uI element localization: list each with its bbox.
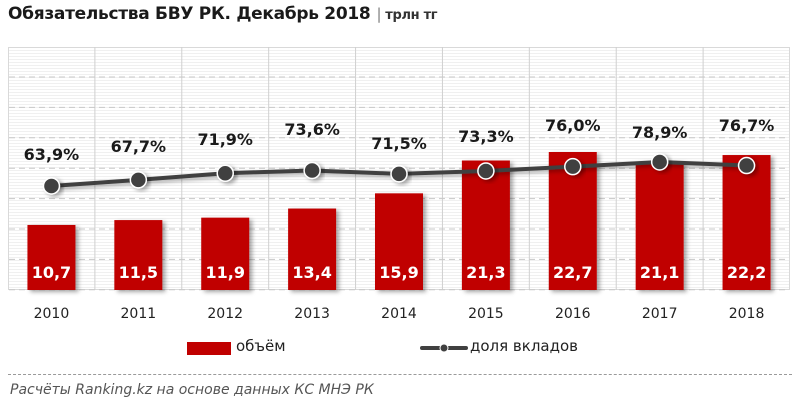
line-point-2014: 71,5% [371,134,427,183]
line-series: 63,9% 67,7% 71,9% 73,6% 71,5% 73,3% 76,0% 78,9%… [24,116,775,195]
bar-value-label: 11,9 [205,263,244,282]
x-tick-label: 2010 [34,306,70,322]
bar-2012: 11,9 [201,217,250,290]
bar-value-label: 13,4 [292,263,331,282]
bar-2017: 21,1 [635,161,684,290]
x-tick-label: 2018 [729,306,765,322]
line-point-2016: 76,0% [545,116,601,176]
line-value-label: 76,7% [719,116,775,135]
title-unit: трлн тг [385,8,438,23]
bar-2014: 15,9 [375,193,423,290]
line-value-label: 73,3% [458,127,514,146]
title-text: Обязательства БВУ РК. Декабрь 2018 [8,4,371,24]
chart-title: Обязательства БВУ РК. Декабрь 2018 | трлн … [8,4,438,24]
bar-value-label: 10,7 [32,263,71,282]
line-point-2012: 71,9% [197,130,253,182]
chart-svg: 10,7 11,5 11,9 13,4 15,9 21,3 22,7 21,1 22,2 63,… [9,47,789,322]
line-point-2015: 73,3% [458,127,514,180]
bar-value-label: 11,5 [119,263,158,282]
bar-series: 10,7 11,5 11,9 13,4 15,9 21,3 22,7 21,1 22,2 [27,152,771,290]
x-tick-label: 2012 [207,306,243,322]
source-note: Расчёты Ranking.kz на основе данных КС М… [10,382,374,398]
bar-value-label: 21,3 [466,263,505,282]
bar-2016: 22,7 [548,152,597,290]
line-value-label: 71,9% [197,130,253,149]
line-point-2010: 63,9% [24,145,80,195]
x-axis-labels: 2010 2011 2012 2013 2014 2015 2016 2017 2018 [34,306,765,322]
title-separator: | [376,5,382,23]
line-point-2013: 73,6% [284,120,340,180]
line-value-label: 63,9% [24,145,80,164]
line-value-label: 67,7% [111,137,167,156]
line-value-label: 76,0% [545,116,601,135]
bar-value-label: 22,2 [727,263,766,282]
legend-bar-swatch [187,342,231,355]
legend-bar-label: объём [236,337,286,355]
x-tick-label: 2013 [294,306,330,322]
bar-2015: 21,3 [461,160,510,290]
bar-value-label: 22,7 [553,263,592,282]
bar-2013: 13,4 [288,208,337,290]
bar-value-label: 21,1 [640,263,679,282]
x-tick-label: 2011 [121,306,157,322]
legend-line-label: доля вкладов [470,337,578,355]
bar-value-label: 15,9 [379,263,418,282]
line-value-label: 73,6% [284,120,340,139]
x-tick-label: 2015 [468,306,504,322]
bar-2018: 22,2 [722,155,771,290]
x-tick-label: 2016 [555,306,591,322]
bar-2010: 10,7 [27,224,76,290]
x-tick-label: 2014 [381,306,417,322]
line-value-label: 71,5% [371,134,427,153]
legend-line-icon [420,343,468,353]
line-point-2018: 76,7% [719,116,775,175]
line-point-2011: 67,7% [111,137,167,189]
line-value-label: 78,9% [632,123,688,142]
bar-2011: 11,5 [114,220,163,290]
footer-divider [8,374,792,375]
x-tick-label: 2017 [642,306,678,322]
line-point-2017: 78,9% [632,123,688,171]
